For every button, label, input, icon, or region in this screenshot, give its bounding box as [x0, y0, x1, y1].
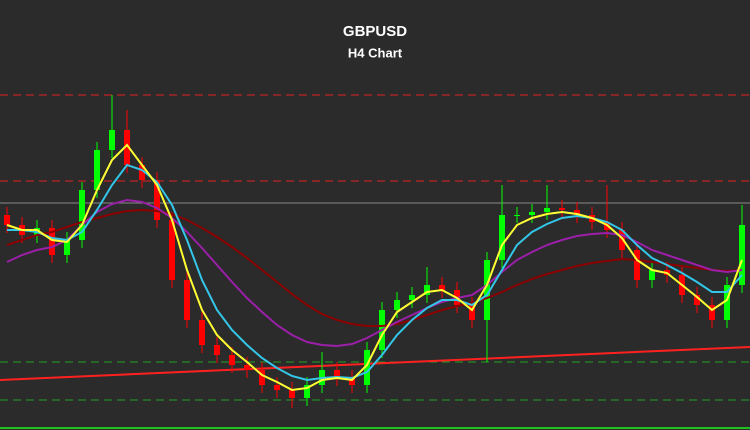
ma-line	[7, 163, 743, 382]
candle-body	[619, 230, 625, 250]
candle-body	[49, 228, 55, 255]
candle-body	[499, 215, 505, 260]
candle-body	[439, 285, 445, 290]
candle-body	[424, 285, 430, 295]
candle-body	[94, 150, 100, 190]
candle-body	[544, 208, 550, 212]
candle-body	[109, 130, 115, 150]
candle-body	[724, 285, 730, 320]
candle-body	[259, 370, 265, 385]
candle-body	[514, 215, 520, 216]
plot-area	[0, 94, 750, 408]
candle-body	[154, 180, 160, 220]
candle-body	[4, 215, 10, 225]
candle-body	[649, 270, 655, 280]
candle-body	[394, 300, 400, 310]
candle-body	[364, 350, 370, 385]
candle-body	[184, 280, 190, 320]
chart-subtitle: H4 Chart	[348, 45, 403, 60]
candle-body	[349, 378, 355, 385]
candle-body	[244, 365, 250, 370]
chart-title: GBPUSD	[343, 23, 407, 40]
candle-body	[64, 240, 70, 255]
ma-line	[6, 143, 743, 392]
candle-body	[559, 208, 565, 210]
candle-body	[634, 250, 640, 280]
candle-body	[139, 165, 145, 180]
candle-body	[214, 345, 220, 355]
candle-body	[469, 305, 475, 320]
candle-body	[124, 130, 130, 165]
candle-body	[304, 385, 310, 398]
candle-body	[574, 210, 580, 215]
candle-body	[529, 212, 535, 215]
candle-body	[169, 220, 175, 280]
candle-body	[709, 305, 715, 320]
candle-body	[334, 370, 340, 378]
candle-body	[79, 190, 85, 240]
candle-body	[229, 355, 235, 365]
candle-body	[199, 320, 205, 345]
candle-body	[484, 260, 490, 320]
candle-body	[274, 385, 280, 390]
candle-body	[694, 295, 700, 305]
candle-body	[739, 225, 745, 285]
candle-body	[409, 295, 415, 300]
ma-line	[6, 208, 743, 327]
candle-body	[289, 390, 295, 398]
